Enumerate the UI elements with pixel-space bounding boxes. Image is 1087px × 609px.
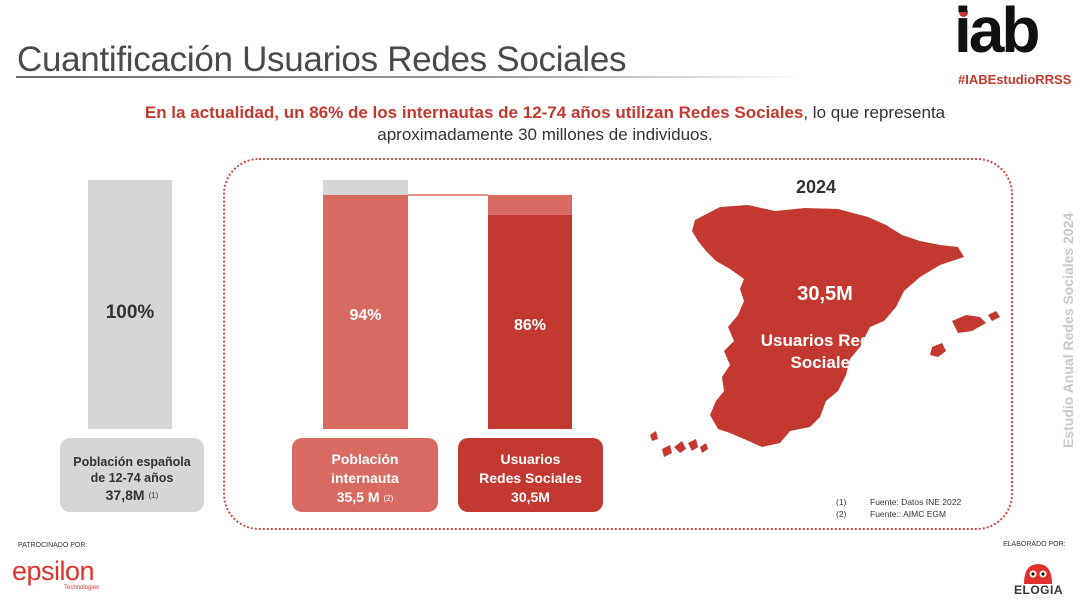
iab-spain-logo: iab spain #IABEstudioRRSS — [940, 0, 1080, 88]
source-item: (2) Fuente:: AIMC EGM — [836, 508, 961, 520]
card-line1: Población española — [73, 455, 191, 469]
made-by-label: ELABORADO POR: — [1003, 541, 1066, 548]
bar-label: 94% — [349, 307, 381, 324]
bar-remainder — [488, 194, 572, 215]
bar-label: 86% — [514, 317, 546, 334]
subtitle-highlight: En la actualidad, un 86% de los internau… — [144, 103, 804, 122]
card-value: 35,5 M — [336, 489, 380, 505]
card-poblacion-internauta: Población internauta 35,5 M (2) — [292, 438, 438, 512]
map-year: 2024 — [796, 177, 837, 197]
logo-dot — [959, 8, 968, 17]
card-line2: de 12-74 años — [90, 471, 174, 485]
card-line1: Usuarios — [500, 451, 561, 467]
title-underline — [16, 76, 806, 78]
bar-label: 100% — [106, 302, 155, 323]
sponsor-label: PATROCINADO POR: — [18, 542, 88, 549]
source-item: (1) Fuente: Datos INE 2022 — [836, 496, 961, 508]
map-label-line2: Sociales — [790, 353, 860, 372]
subtitle-rest-1: , lo que representa — [803, 103, 946, 122]
map-label: Usuarios Redes Sociales — [745, 330, 905, 374]
card-note: (1) — [148, 491, 159, 501]
card-value: 37,8M — [105, 487, 145, 503]
spain-map-icon — [650, 205, 1000, 457]
made-by-logo: ELOGIA — [1014, 583, 1064, 597]
side-caption: Estudio Anual Redes Sociales 2024 — [1060, 212, 1076, 448]
bar-remainder — [323, 180, 408, 195]
elogia-logo-icon — [1024, 564, 1052, 584]
subtitle: En la actualidad, un 86% de los internau… — [100, 102, 990, 146]
map-value: 30,5M — [797, 283, 853, 305]
source-num: (2) — [836, 509, 847, 519]
card-line1: Población — [331, 451, 399, 467]
bar — [488, 214, 572, 429]
bar — [88, 180, 172, 429]
sources: (1) Fuente: Datos INE 2022 (2) Fuente:: AI… — [836, 496, 961, 520]
card-line2: internauta — [331, 470, 399, 486]
card-note: (2) — [383, 493, 394, 503]
sponsor-logo: epsilon — [12, 556, 95, 586]
subtitle-rest-2: aproximadamente 30 millones de individuo… — [377, 125, 713, 144]
bar — [323, 194, 408, 429]
card-usuarios-redes: Usuarios Redes Sociales 30,5M — [458, 438, 603, 512]
hashtag: #IABEstudioRRSS — [958, 72, 1072, 87]
map-label-line1: Usuarios Redes — [760, 331, 890, 350]
dotted-frame — [223, 158, 1013, 530]
source-text: Fuente:: AIMC EGM — [870, 509, 947, 519]
card-line2: Redes Sociales — [479, 470, 582, 486]
card-poblacion-espanola: Población española de 12-74 años 37,8M (1… — [60, 438, 204, 512]
page-title: Cuantificación Usuarios Redes Sociales — [17, 40, 627, 79]
source-num: (1) — [836, 497, 847, 507]
source-text: Fuente: Datos INE 2022 — [870, 497, 962, 507]
logo-text: iab — [954, 0, 1040, 66]
card-value: 30,5M — [511, 489, 550, 505]
sponsor-sub: Technologies — [64, 585, 100, 591]
